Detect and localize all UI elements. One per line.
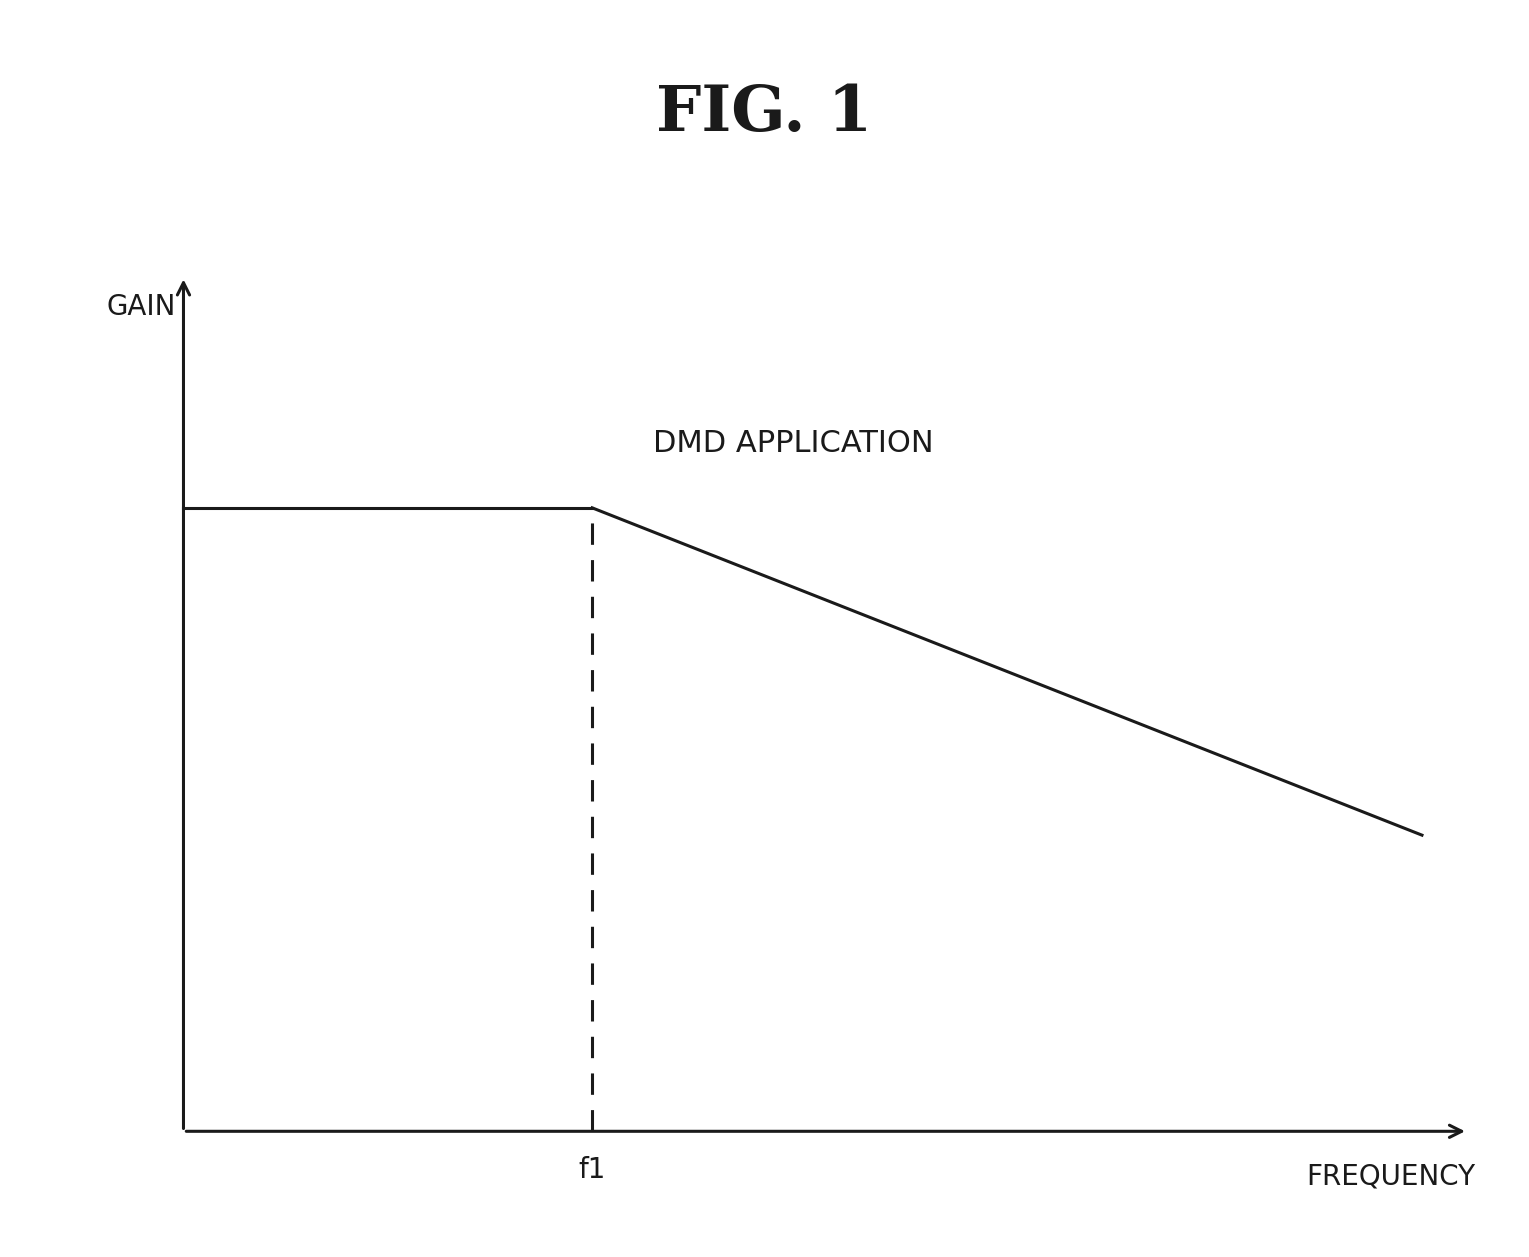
Text: FIG. 1: FIG. 1 [656,83,873,143]
Text: GAIN: GAIN [107,293,176,321]
Text: DMD APPLICATION: DMD APPLICATION [653,429,934,458]
Text: FREQUENCY: FREQUENCY [1306,1163,1475,1190]
Text: f1: f1 [578,1156,605,1184]
